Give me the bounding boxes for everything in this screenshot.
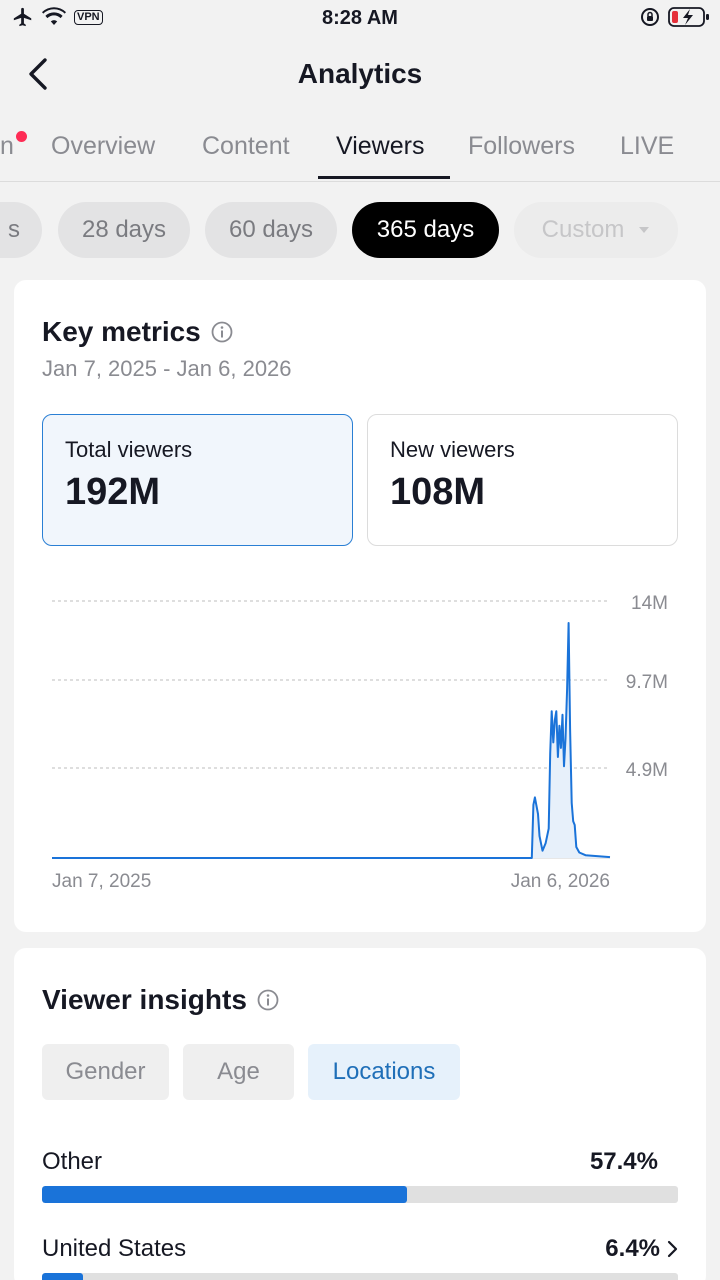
location-bar-track <box>42 1186 678 1203</box>
custom-label: Custom <box>541 216 625 243</box>
metric-label: New viewers <box>390 437 515 462</box>
status-left: VPN <box>12 6 103 28</box>
tab-content[interactable]: Content <box>202 132 290 160</box>
metric-total-viewers[interactable]: Total viewers 192M <box>42 414 353 546</box>
key-metrics-card: Key metrics Jan 7, 2025 - Jan 6, 2026 To… <box>14 280 706 932</box>
notification-dot <box>16 131 27 142</box>
active-tab-indicator <box>318 176 450 179</box>
clock: 8:28 AM <box>322 7 398 29</box>
chart-y-tick-label: 14M <box>631 593 668 614</box>
tab-bar: n Overview Content Viewers Followers LIV… <box>0 118 720 182</box>
location-name: Other <box>42 1148 103 1175</box>
wifi-icon <box>42 7 66 25</box>
viewer-insights-card: Viewer insights Gender Age Locations Oth… <box>14 948 706 1280</box>
segment-locations[interactable]: Locations <box>308 1044 460 1100</box>
range-chip-28-days[interactable]: 28 days <box>58 202 190 258</box>
location-percent-group: 6.4% <box>605 1235 678 1263</box>
key-metrics-title: Key metrics <box>42 316 201 347</box>
metric-label: Total viewers <box>65 437 193 462</box>
viewers-line-chart: 14M 9.7M 4.9M Jan 7, 2025 Jan 6, 2026 <box>52 593 668 892</box>
range-chip-partial[interactable]: s <box>0 202 42 258</box>
chart-x-label-end: Jan 6, 2026 <box>511 871 610 892</box>
range-chip-365-days[interactable]: 365 days <box>352 202 499 258</box>
chart-y-tick-label: 9.7M <box>626 672 668 693</box>
page-title: Analytics <box>297 58 423 89</box>
range-chip-custom[interactable]: Custom <box>514 202 678 258</box>
header: Analytics <box>0 44 720 104</box>
location-percent: 57.4% <box>589 1148 658 1175</box>
chevron-right-icon <box>667 1240 678 1258</box>
vpn-badge: VPN <box>74 9 103 25</box>
segment-age[interactable]: Age <box>183 1044 294 1100</box>
status-bar: VPN 8:28 AM <box>0 0 720 36</box>
status-right <box>640 6 710 28</box>
viewer-insights-title: Viewer insights <box>42 984 247 1015</box>
location-bar-fill <box>42 1186 408 1203</box>
chart-y-tick-label: 4.9M <box>626 760 668 781</box>
battery-icon <box>668 7 709 27</box>
tab-previous-partial[interactable]: n <box>0 132 14 160</box>
orientation-lock-icon <box>641 8 659 26</box>
tab-followers[interactable]: Followers <box>468 132 575 160</box>
metric-new-viewers[interactable]: New viewers 108M <box>367 414 678 546</box>
range-chip-60-days[interactable]: 60 days <box>205 202 337 258</box>
key-metrics-heading: Key metrics <box>42 316 233 348</box>
metric-value: 192M <box>65 471 161 513</box>
tab-overview[interactable]: Overview <box>51 132 156 160</box>
date-range-chips: s 28 days 60 days 365 days Custom <box>0 202 720 258</box>
info-icon[interactable] <box>257 989 279 1011</box>
location-bar-fill <box>42 1273 83 1280</box>
tab-live[interactable]: LIVE <box>620 132 675 160</box>
chevron-left-icon <box>29 58 47 90</box>
airplane-icon <box>13 7 32 27</box>
chart-area-fill <box>52 623 610 858</box>
caret-down-icon <box>639 227 650 233</box>
back-button[interactable] <box>20 54 60 94</box>
location-bar-track <box>42 1273 678 1280</box>
tab-viewers[interactable]: Viewers <box>336 132 425 160</box>
chart-x-label-start: Jan 7, 2025 <box>52 871 151 892</box>
date-range-label: Jan 7, 2025 - Jan 6, 2026 <box>42 356 292 381</box>
location-name: United States <box>42 1235 187 1262</box>
metric-value: 108M <box>390 471 486 513</box>
location-percent: 6.4% <box>605 1235 660 1262</box>
viewer-insights-heading: Viewer insights <box>42 984 279 1016</box>
info-icon[interactable] <box>211 321 233 343</box>
segment-gender[interactable]: Gender <box>42 1044 169 1100</box>
chart-series-line <box>52 622 611 859</box>
